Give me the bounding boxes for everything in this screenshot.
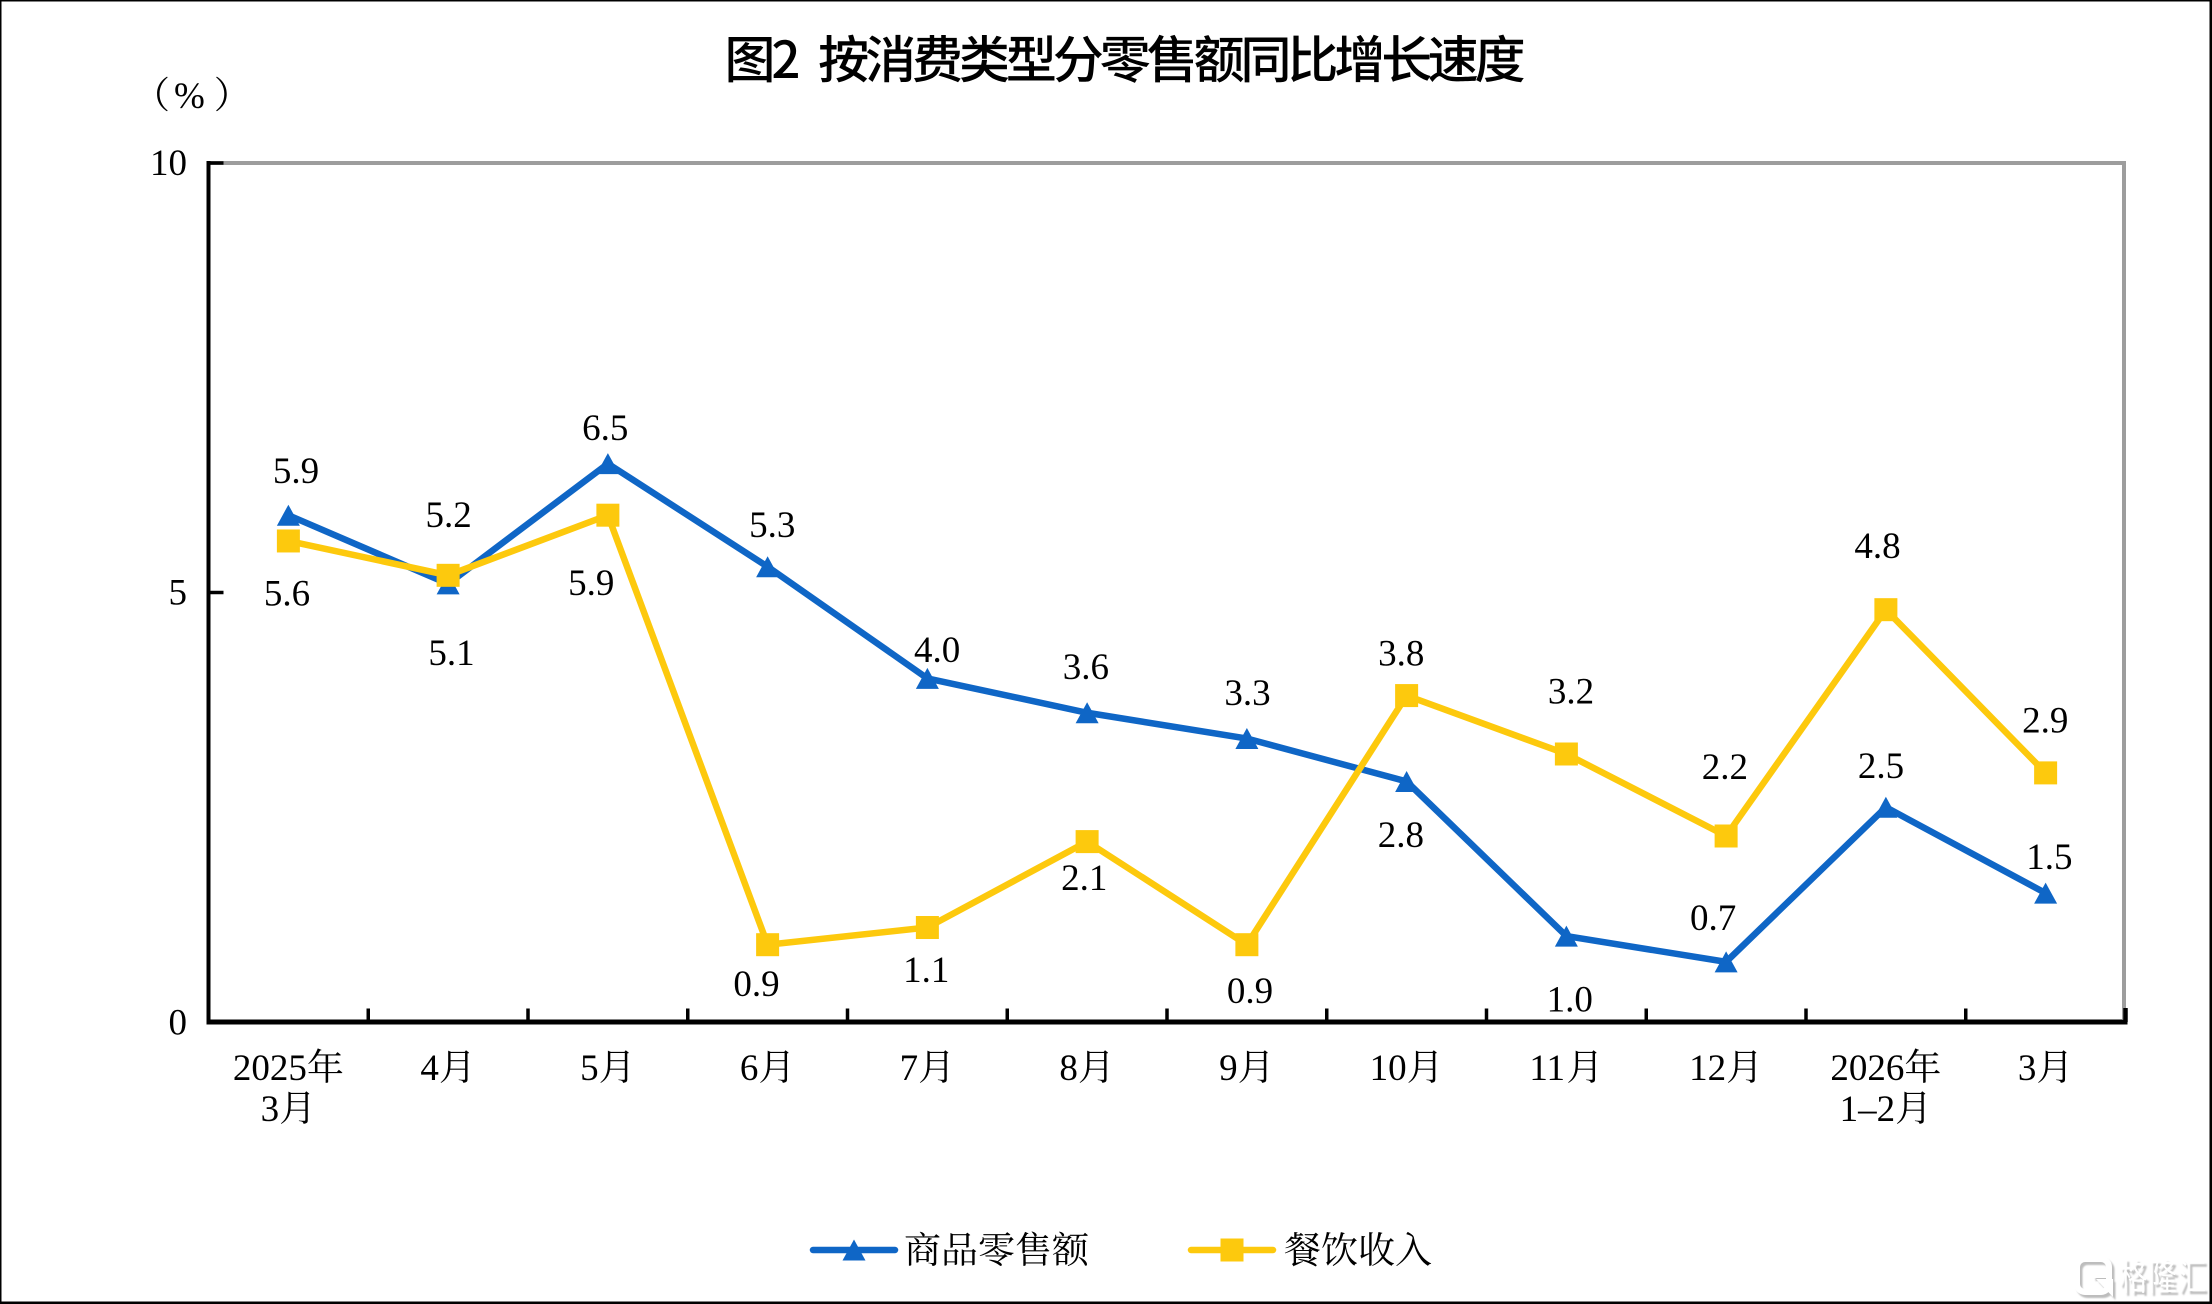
- svg-text:3: 3: [2018, 1048, 2037, 1089]
- svg-text:2.5: 2.5: [1858, 746, 1904, 787]
- svg-text:2025: 2025: [233, 1048, 307, 1089]
- svg-text:10: 10: [1370, 1048, 1407, 1089]
- svg-text:10: 10: [150, 143, 187, 184]
- svg-text:1.5: 1.5: [2026, 837, 2072, 878]
- svg-text:5.9: 5.9: [273, 451, 319, 492]
- svg-text:5: 5: [580, 1048, 599, 1089]
- svg-text:2.1: 2.1: [1061, 858, 1107, 899]
- svg-text:4.8: 4.8: [1854, 526, 1900, 567]
- svg-text:5.1: 5.1: [428, 633, 474, 674]
- svg-text:3.8: 3.8: [1378, 634, 1424, 675]
- svg-text:6: 6: [740, 1048, 759, 1089]
- svg-text:7: 7: [900, 1048, 919, 1089]
- svg-text:4.0: 4.0: [914, 630, 960, 671]
- svg-text:8: 8: [1059, 1048, 1078, 1089]
- svg-text:5.3: 5.3: [749, 505, 795, 546]
- svg-text:2.2: 2.2: [1702, 747, 1748, 788]
- svg-text:3: 3: [261, 1089, 280, 1130]
- svg-text:1–2: 1–2: [1840, 1089, 1896, 1130]
- svg-text:2.9: 2.9: [2022, 701, 2068, 742]
- svg-text:2026: 2026: [1830, 1048, 1904, 1089]
- svg-text:11: 11: [1529, 1048, 1565, 1089]
- svg-text:5.2: 5.2: [425, 495, 471, 536]
- svg-text:%: %: [174, 76, 205, 117]
- svg-text:5.9: 5.9: [568, 563, 614, 604]
- svg-text:0.9: 0.9: [1227, 971, 1273, 1012]
- svg-text:2.8: 2.8: [1378, 815, 1424, 856]
- svg-text:1.0: 1.0: [1547, 980, 1593, 1021]
- svg-text:6.5: 6.5: [582, 408, 628, 449]
- svg-text:0: 0: [169, 1003, 188, 1044]
- svg-text:9: 9: [1219, 1048, 1238, 1089]
- svg-text:0.7: 0.7: [1690, 898, 1736, 939]
- svg-text:12: 12: [1689, 1048, 1726, 1089]
- svg-text:1.1: 1.1: [903, 950, 949, 991]
- svg-text:0.9: 0.9: [733, 964, 779, 1005]
- svg-text:3.6: 3.6: [1063, 647, 1109, 688]
- svg-text:4: 4: [420, 1048, 439, 1089]
- svg-text:3.3: 3.3: [1224, 673, 1270, 714]
- svg-text:5.6: 5.6: [264, 574, 310, 615]
- svg-text:3.2: 3.2: [1548, 672, 1594, 713]
- svg-text:5: 5: [169, 573, 188, 614]
